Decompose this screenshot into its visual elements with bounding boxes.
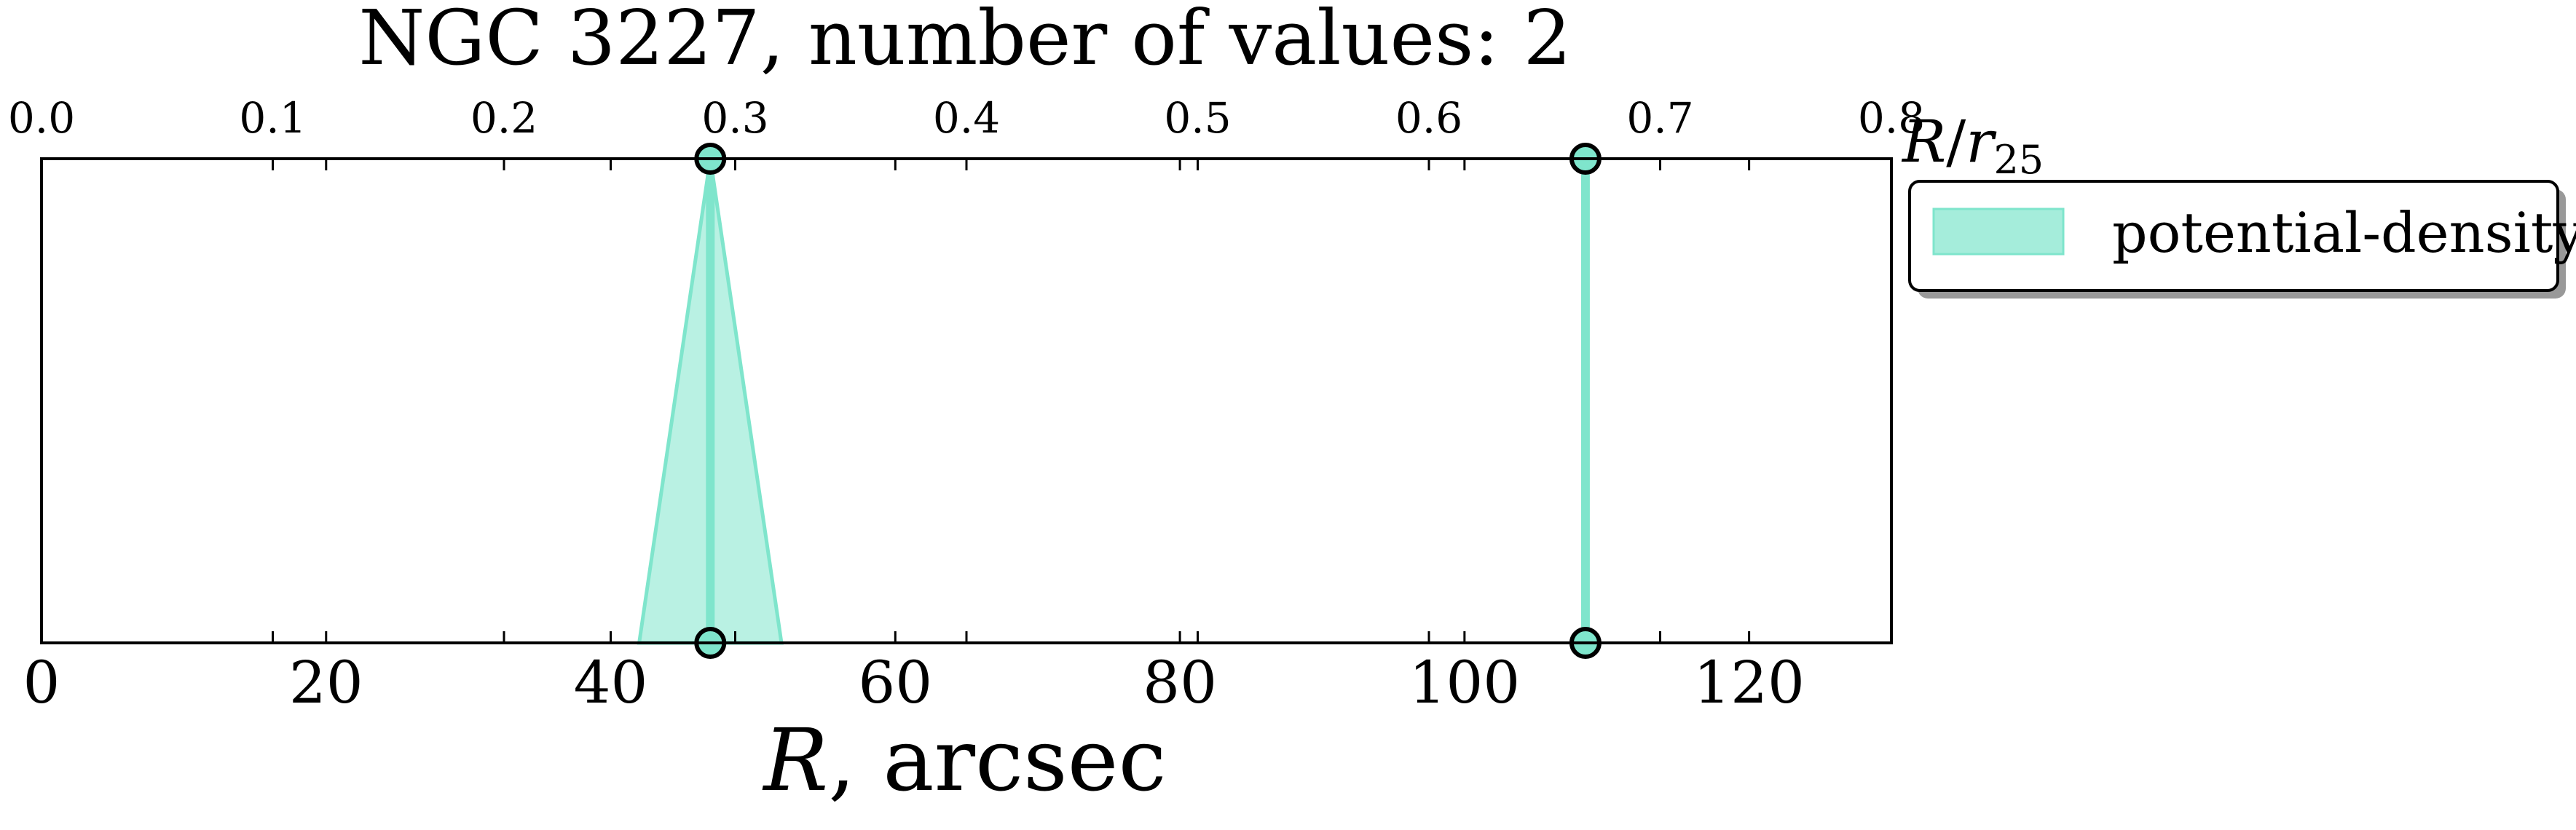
data-marks <box>637 143 1602 659</box>
legend-swatch <box>1932 208 2065 256</box>
x-tick-label: 60 <box>858 649 932 716</box>
x-axis-top: 0.0 0.1 0.2 0.3 0.4 0.5 0.6 0.7 0.8 <box>8 93 1925 643</box>
x-tick-label: 120 <box>1693 649 1805 716</box>
x-tick-label: 100 <box>1409 649 1520 716</box>
x-tick-label: 20 <box>289 649 363 716</box>
chart-title: NGC 3227, number of values: 2 <box>358 0 1571 82</box>
plot-frame <box>40 157 1893 644</box>
x-axis-top-label: R/r25 <box>1901 108 2044 183</box>
x-tick-label: 80 <box>1143 649 1217 716</box>
legend-label: potential-density <box>2112 200 2576 265</box>
x-axis-bottom: 0 20 40 60 80 100 120 <box>23 159 1805 716</box>
legend: potential-density <box>1908 180 2576 299</box>
x-top-tick-label: 0.7 <box>1626 93 1693 143</box>
x-top-tick-label: 0.2 <box>470 93 537 143</box>
x-top-tick-label: 0.6 <box>1395 93 1462 143</box>
x-top-tick-label: 0.0 <box>8 93 75 143</box>
legend-box <box>1908 180 2559 292</box>
x-tick-label: 40 <box>574 649 648 716</box>
x-top-tick-label: 0.8 <box>1858 93 1925 143</box>
x-top-tick-label: 0.1 <box>239 93 306 143</box>
x-axis-label: R, arcsec <box>762 710 1166 810</box>
x-top-tick-label: 0.4 <box>933 93 1000 143</box>
x-top-tick-label: 0.3 <box>701 93 768 143</box>
x-top-tick-label: 0.5 <box>1164 93 1231 143</box>
x-tick-label: 0 <box>23 649 60 716</box>
